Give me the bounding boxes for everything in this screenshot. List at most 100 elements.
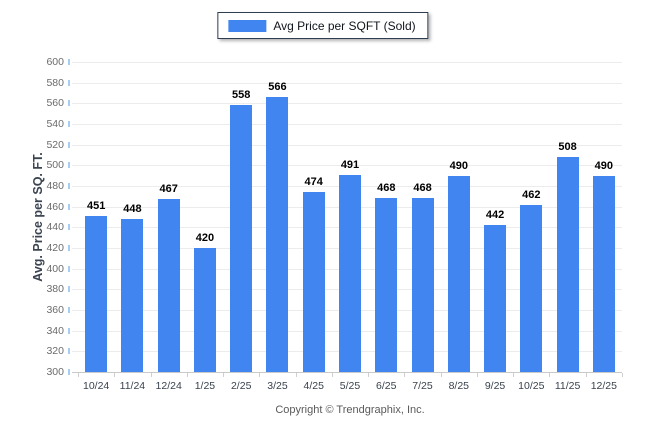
y-tick: [68, 121, 70, 127]
x-tick: [585, 373, 587, 377]
x-tick: [513, 373, 515, 377]
bar[interactable]: [85, 215, 108, 372]
x-tick-label: 4/25: [303, 380, 324, 392]
y-tick-label: 340: [46, 324, 64, 337]
y-tick-label: 580: [46, 76, 64, 89]
bar-value-label: 467: [159, 183, 178, 196]
bar[interactable]: [266, 97, 289, 372]
y-tick-label: 320: [46, 345, 64, 358]
y-tick: [68, 183, 70, 189]
x-tick-label: 12/25: [590, 380, 617, 392]
y-tick-label: 300: [46, 366, 64, 378]
bar[interactable]: [302, 192, 325, 372]
bar-value-label: 448: [123, 203, 142, 216]
x-tick: [622, 373, 623, 377]
bar[interactable]: [520, 204, 543, 372]
y-tick: [68, 348, 70, 355]
bar-value-label: 558: [232, 89, 251, 102]
y-tick-label: 360: [46, 304, 64, 316]
legend-swatch-icon: [228, 19, 267, 32]
y-tick-label: 460: [46, 200, 64, 213]
x-tick: [186, 373, 188, 377]
y-tick: [68, 286, 70, 293]
bar-value-label: 566: [268, 81, 287, 94]
gridline: [72, 82, 622, 84]
y-tick-label: 520: [46, 138, 64, 151]
x-tick: [78, 373, 79, 377]
y-tick-label: 560: [46, 97, 64, 110]
x-tick-label: 6/25: [376, 380, 397, 392]
bar-value-label: 490: [594, 159, 614, 172]
x-tick-label: 9/25: [484, 380, 506, 392]
x-tick-label: 12/24: [155, 380, 182, 392]
gridline: [72, 144, 622, 146]
x-tick-label: 11/25: [554, 380, 581, 392]
bar[interactable]: [411, 198, 434, 372]
x-tick: [114, 373, 116, 377]
gridline: [72, 103, 622, 105]
y-tick: [68, 265, 70, 272]
gridline: [72, 165, 622, 167]
bar-value-label: 490: [449, 159, 468, 172]
bar-value-label: 508: [558, 141, 577, 154]
x-tick-label: 5/25: [339, 380, 361, 392]
y-tick-label: 540: [46, 118, 64, 130]
y-tick-label: 600: [46, 56, 64, 68]
y-tick: [68, 369, 70, 375]
y-tick-label: 440: [46, 221, 64, 234]
x-tick: [259, 373, 261, 377]
y-tick: [68, 141, 70, 148]
x-tick: [368, 373, 370, 377]
x-tick: [331, 373, 333, 377]
y-tick: [68, 224, 70, 231]
bar-value-label: 442: [485, 209, 505, 222]
bar[interactable]: [447, 175, 470, 372]
bar[interactable]: [193, 248, 216, 372]
y-tick: [68, 162, 70, 169]
bar-value-label: 474: [304, 176, 323, 189]
y-tick-label: 400: [46, 262, 64, 275]
bar[interactable]: [556, 157, 579, 372]
bar-value-label: 468: [377, 182, 396, 195]
bar[interactable]: [121, 219, 144, 372]
y-tick-label: 480: [46, 180, 64, 192]
x-tick: [150, 373, 152, 377]
bar-value-label: 420: [195, 232, 215, 244]
y-tick-label: 420: [46, 242, 64, 254]
x-tick-label: 3/25: [267, 380, 288, 392]
x-tick-label: 10/24: [82, 380, 110, 392]
bar[interactable]: [375, 198, 398, 372]
copyright-text: Copyright © Trendgraphix, Inc.: [275, 404, 425, 416]
y-tick: [68, 307, 70, 313]
x-tick-label: 1/25: [194, 380, 216, 392]
bar[interactable]: [484, 225, 507, 372]
bar-value-label: 468: [413, 182, 432, 195]
x-tick: [440, 373, 442, 377]
bar[interactable]: [339, 174, 361, 372]
y-tick: [68, 245, 70, 251]
bar-value-label: 491: [340, 158, 360, 171]
x-tick: [223, 373, 225, 377]
x-tick-label: 11/24: [119, 380, 146, 392]
x-tick: [295, 373, 297, 377]
bar-value-label: 462: [522, 188, 541, 201]
bar[interactable]: [230, 105, 253, 372]
x-tick-label: 8/25: [448, 380, 469, 392]
x-tick: [404, 373, 406, 377]
bar[interactable]: [592, 175, 615, 372]
y-tick: [68, 100, 70, 107]
x-tick-label: 2/25: [230, 380, 252, 392]
gridline: [72, 62, 622, 63]
y-tick-label: 500: [46, 159, 64, 172]
y-tick: [68, 59, 70, 65]
x-tick-label: 7/25: [412, 380, 433, 392]
bar-value-label: 451: [86, 199, 106, 212]
y-tick-label: 380: [46, 283, 64, 296]
y-tick: [68, 203, 70, 210]
y-tick: [68, 327, 70, 334]
bar[interactable]: [157, 199, 180, 372]
legend: Avg Price per SQFT (Sold): [217, 12, 429, 39]
x-axis-line: [72, 372, 622, 373]
